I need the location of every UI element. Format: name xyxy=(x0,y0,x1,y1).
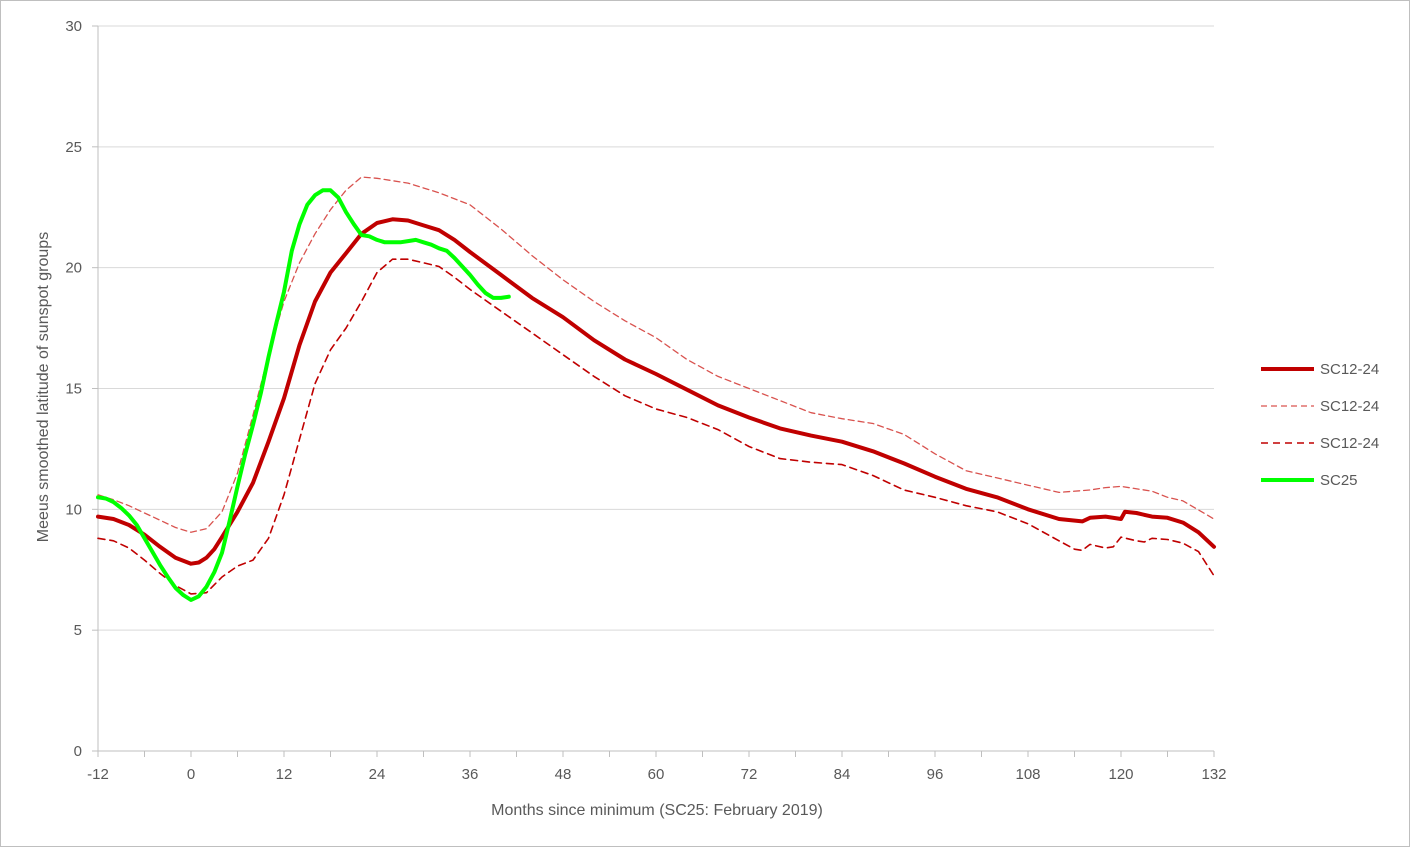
axes xyxy=(92,25,1215,757)
y-tick-label: 15 xyxy=(65,381,82,398)
x-tick-label: -12 xyxy=(87,766,109,783)
x-tick-label: 132 xyxy=(1201,766,1226,783)
x-tick-label: 108 xyxy=(1015,766,1040,783)
series-line-1 xyxy=(96,217,1216,566)
series-lines xyxy=(96,176,1216,602)
x-tick-label: 36 xyxy=(462,766,479,783)
x-tick-label: 0 xyxy=(187,766,195,783)
y-tick-label: 25 xyxy=(65,139,82,156)
x-tick-label: 24 xyxy=(369,766,386,783)
series-line-2 xyxy=(97,176,1215,533)
y-axis-title: Meeus smoothed latitude of sunspot group… xyxy=(35,232,52,542)
x-tick-label: 96 xyxy=(927,766,944,783)
legend-label-1: SC12-24 xyxy=(1320,361,1379,378)
y-tick-label: 30 xyxy=(65,18,82,35)
x-tick-label: 60 xyxy=(648,766,665,783)
tick-labels: 0 5 10 15 20 25 30 -12 0 12 24 36 48 60 72 84 96 108 120 13… xyxy=(65,18,1226,783)
x-tick-label: 84 xyxy=(834,766,851,783)
legend-label-4: SC25 xyxy=(1320,472,1358,489)
x-tick-label: 72 xyxy=(741,766,758,783)
y-tick-label: 10 xyxy=(65,501,82,518)
y-tick-label: 20 xyxy=(65,260,82,277)
gridlines xyxy=(98,25,1214,631)
x-tick-label: 120 xyxy=(1108,766,1133,783)
x-tick-label: 12 xyxy=(276,766,293,783)
legend: SC12-24 SC12-24 SC12-24 SC25 xyxy=(1261,361,1379,489)
legend-label-2: SC12-24 xyxy=(1320,398,1379,415)
series-line-4 xyxy=(96,188,511,602)
y-tick-label: 5 xyxy=(74,622,82,639)
y-tick-label: 0 xyxy=(74,743,82,760)
legend-label-3: SC12-24 xyxy=(1320,435,1379,452)
x-tick-label: 48 xyxy=(555,766,572,783)
x-axis-title: Months since minimum (SC25: February 201… xyxy=(491,802,823,819)
series-line-3 xyxy=(97,258,1215,595)
